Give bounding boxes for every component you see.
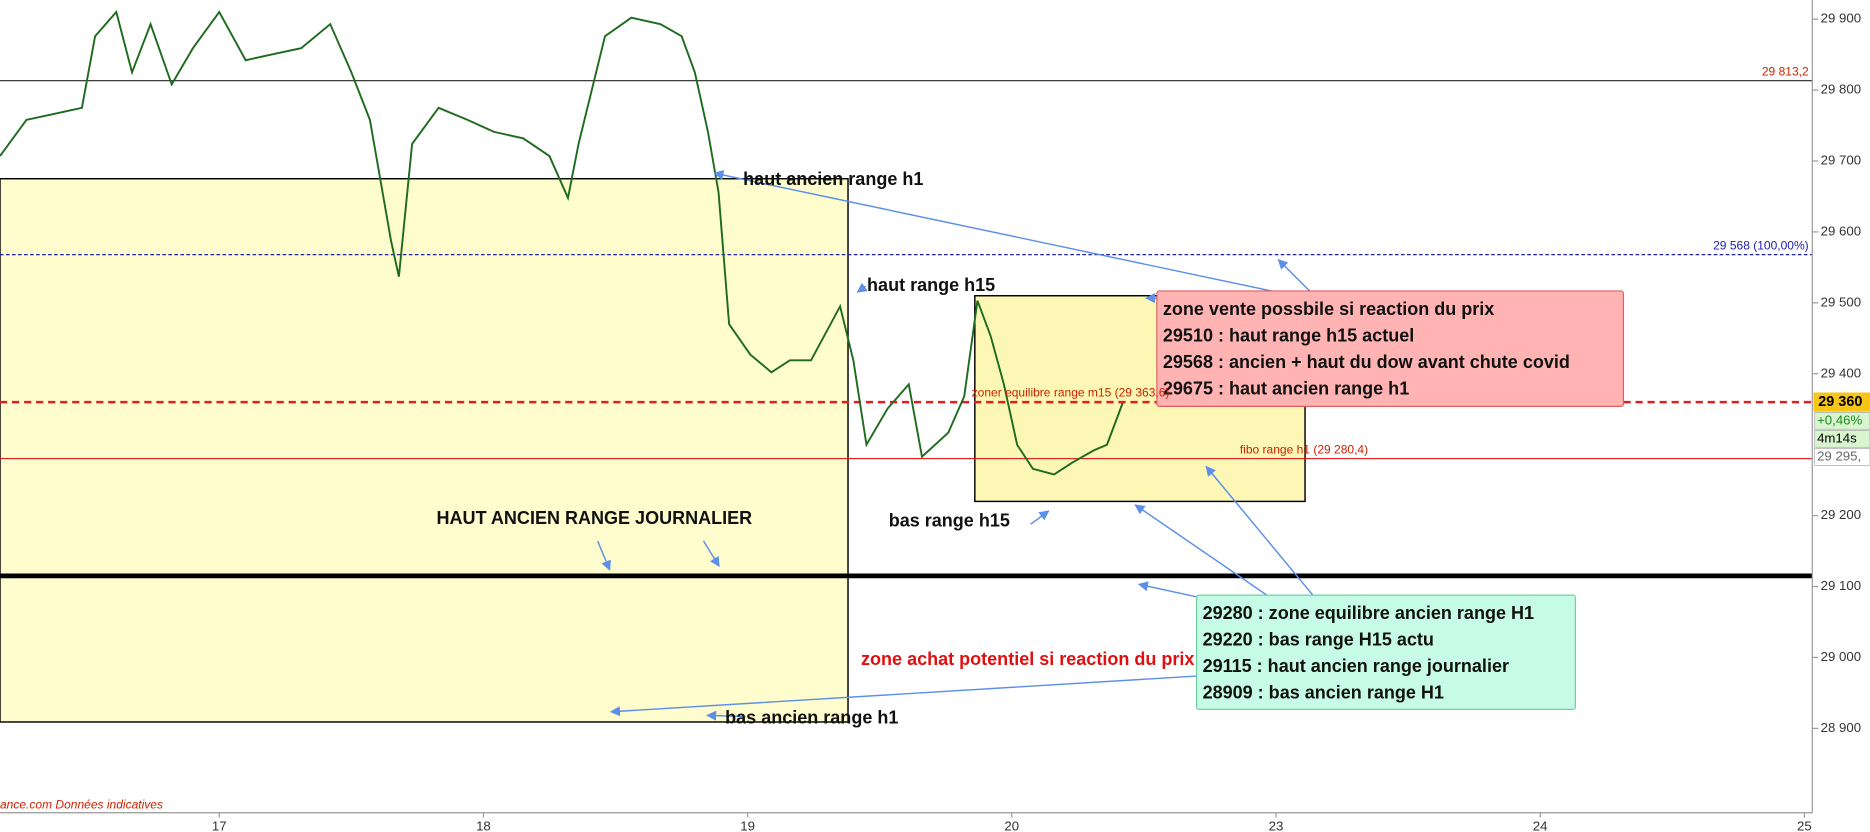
annotation: bas ancien range h1 xyxy=(725,708,898,728)
note-line: 29510 : haut range h15 actuel xyxy=(1163,325,1414,345)
note-line: 29280 : zone equilibre ancien range H1 xyxy=(1203,603,1534,623)
x-tick-label: 17 xyxy=(212,819,227,832)
y-tick-label: 29 200 xyxy=(1821,507,1861,522)
y-tick-label: 29 400 xyxy=(1821,365,1861,380)
x-tick-label: 24 xyxy=(1533,819,1548,832)
y-tick-label: 29 700 xyxy=(1821,152,1861,167)
x-tick-label: 23 xyxy=(1269,819,1284,832)
x-tick-label: 18 xyxy=(476,819,491,832)
note-line: 29568 : ancien + haut du dow avant chute… xyxy=(1163,352,1570,372)
price-tag: +0,46% xyxy=(1817,412,1862,427)
range-zone xyxy=(0,178,849,723)
note-box xyxy=(1156,290,1625,407)
price-label-box xyxy=(1813,392,1870,412)
y-tick-label: 29 900 xyxy=(1821,11,1861,26)
annotation: zoner equilibre range m15 (29 363,6) xyxy=(972,385,1170,399)
y-tick-label: 29 500 xyxy=(1821,294,1861,309)
y-tick-label: 29 600 xyxy=(1821,223,1861,238)
note-line: 28909 : bas ancien range H1 xyxy=(1203,683,1444,703)
price-label: fibo range h1 (29 280,4) xyxy=(1240,442,1368,456)
note-line: 29220 : bas range H15 actu xyxy=(1203,630,1434,650)
y-tick-label: 29 100 xyxy=(1821,578,1861,593)
note-box xyxy=(1195,594,1576,710)
price-tag: 29 295, xyxy=(1817,448,1861,463)
y-tick-label: 29 000 xyxy=(1821,649,1861,664)
note-line: 29115 : haut ancien range journalier xyxy=(1203,656,1509,676)
price-label: 29 360 xyxy=(1818,394,1862,410)
annotation: haut range h15 xyxy=(867,275,995,295)
price-tag-box xyxy=(1814,412,1870,430)
price-label: 29 813,2 xyxy=(1762,64,1809,78)
annotation: haut ancien range h1 xyxy=(743,169,923,189)
arrows xyxy=(597,170,1324,721)
annotation: ance.com Données indicatives xyxy=(0,798,163,812)
note-line: zone vente possbile si reaction du prix xyxy=(1163,299,1494,319)
price-tag-box xyxy=(1814,448,1870,466)
price-tag-box xyxy=(1814,430,1870,448)
note-line: 29675 : haut ancien range h1 xyxy=(1163,378,1409,398)
price-tag: 4m14s xyxy=(1817,430,1857,445)
x-tick-label: 20 xyxy=(1004,819,1019,832)
y-tick-label: 29 800 xyxy=(1821,82,1861,97)
annotation: HAUT ANCIEN RANGE JOURNALIER xyxy=(437,508,753,528)
price-label: 29 568 (100,00%) xyxy=(1713,238,1809,252)
x-tick-label: 25 xyxy=(1797,819,1812,832)
annotation: bas range h15 xyxy=(889,511,1010,531)
x-tick-label: 19 xyxy=(740,819,755,832)
y-tick-label: 28 900 xyxy=(1821,720,1861,735)
price-line-series xyxy=(0,10,1124,476)
annotation: zone achat potentiel si reaction du prix xyxy=(861,649,1194,669)
